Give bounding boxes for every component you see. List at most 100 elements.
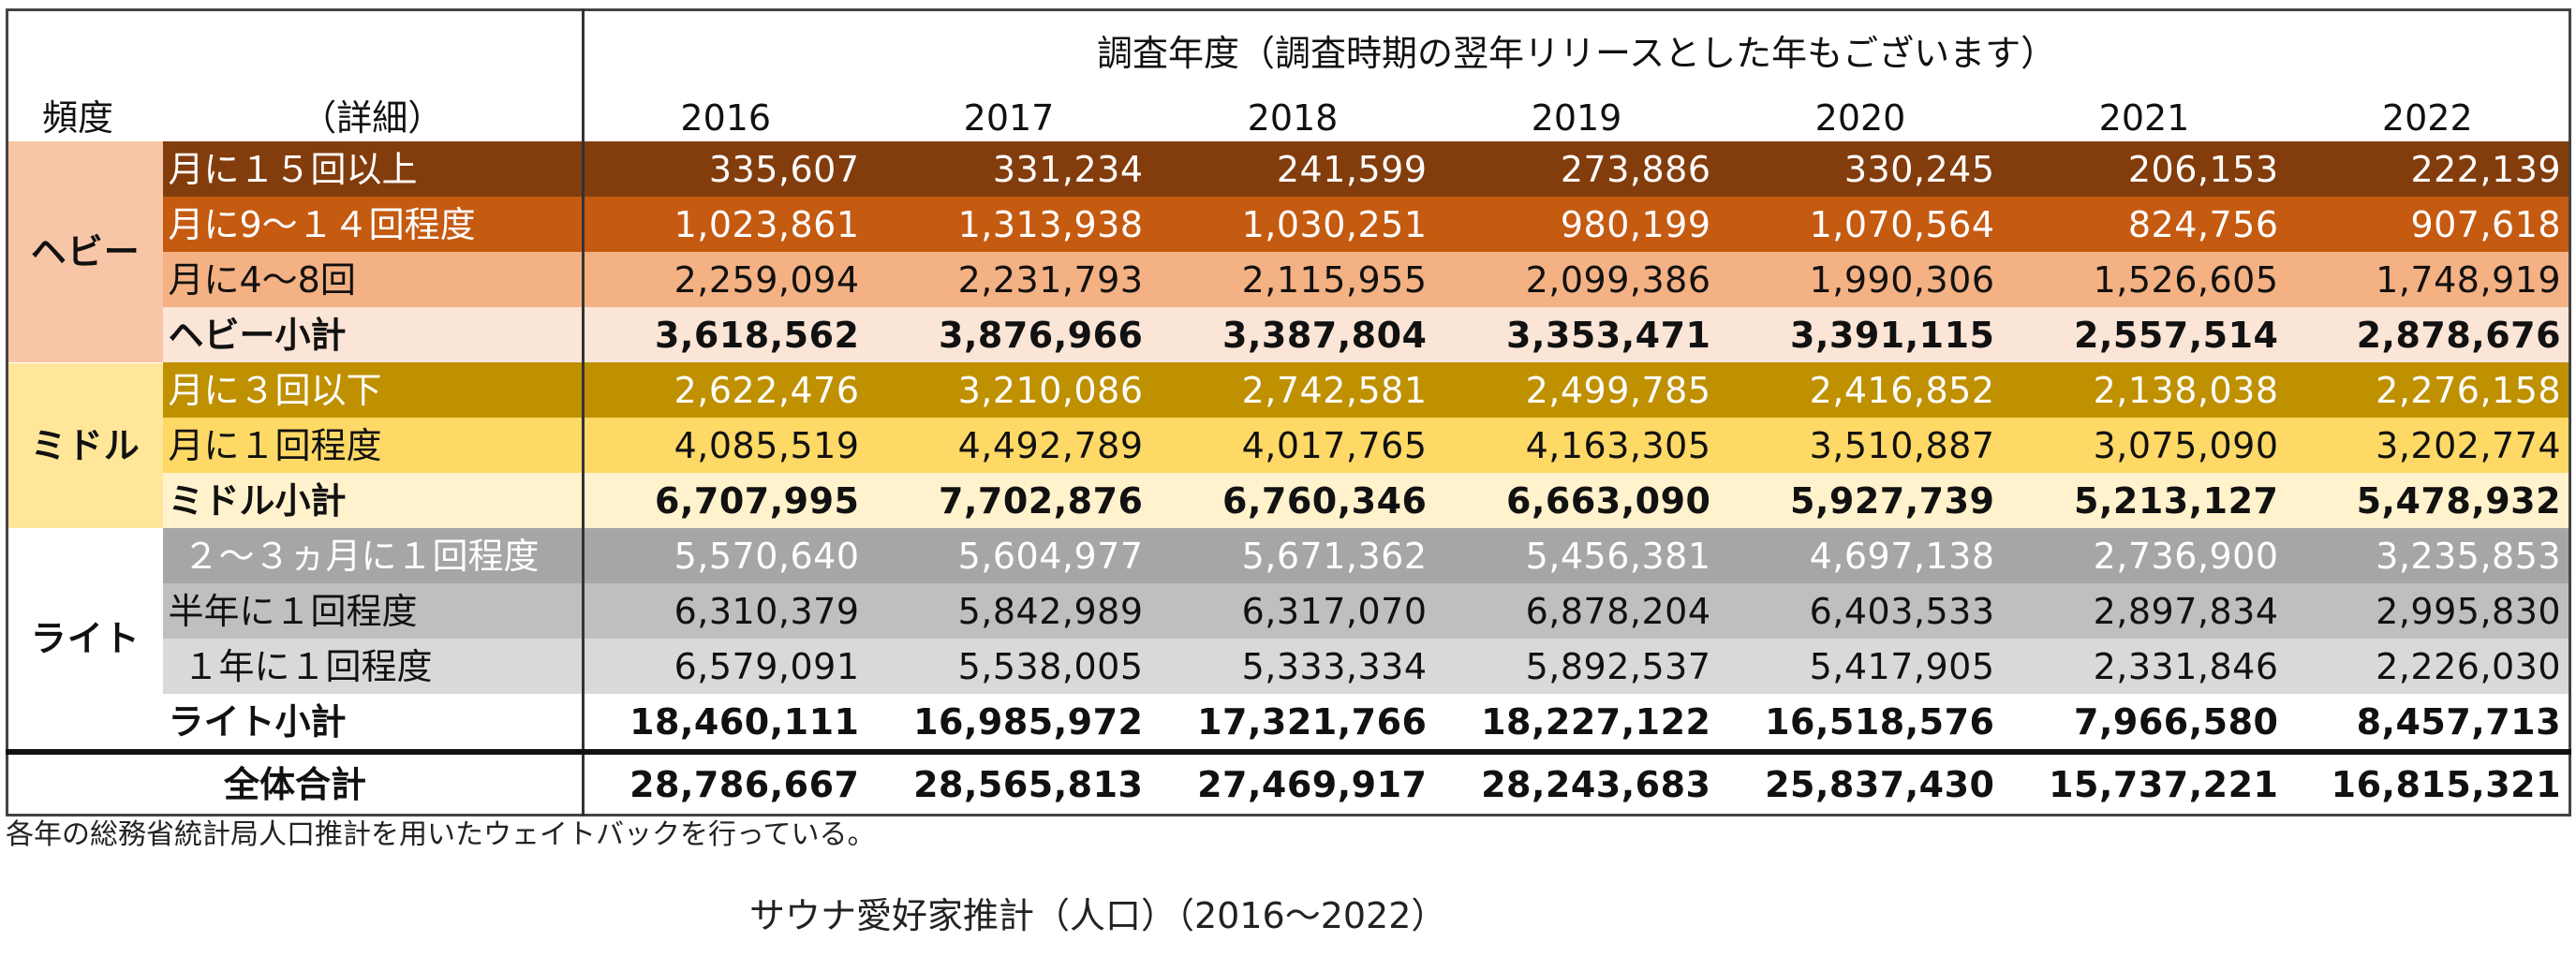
heavy-row-3: 月に4～8回 2,259,094 2,231,793 2,115,955 2,099,3… <box>7 252 2570 307</box>
value-cell-2018: 3,387,804 <box>1150 307 1435 362</box>
middle-row-2: 月に１回程度 4,085,519 4,492,789 4,017,765 4,163,3… <box>7 418 2570 473</box>
value-cell-2019: 5,892,537 <box>1434 639 1719 694</box>
value-cell-2018: 6,760,346 <box>1150 473 1435 528</box>
value-cell-2017: 5,604,977 <box>866 528 1151 583</box>
value-cell-2018: 1,030,251 <box>1150 197 1435 252</box>
value-cell-2019: 2,099,386 <box>1434 252 1719 307</box>
value-cell-2019: 3,353,471 <box>1434 307 1719 362</box>
value-cell-2018: 6,317,070 <box>1150 583 1435 639</box>
value-cell-2022: 3,235,853 <box>2286 528 2570 583</box>
value-cell-2016: 18,460,111 <box>582 694 867 752</box>
group-label-light: ライト <box>7 528 163 753</box>
value-cell-2021: 5,213,127 <box>2002 473 2287 528</box>
value-cell-2016: 2,622,476 <box>582 362 867 418</box>
value-cell-2022: 5,478,932 <box>2286 473 2570 528</box>
value-cell-2021: 2,736,900 <box>2002 528 2287 583</box>
survey-year-title: 調査年度（調査時期の翌年リリースとした年もございます） <box>581 9 2570 79</box>
year-header-2020: 2020 <box>1814 97 1906 139</box>
row-label: ライト小計 <box>162 694 584 752</box>
value-cell-2021: 3,075,090 <box>2002 418 2287 473</box>
value-cell-2022: 2,276,158 <box>2286 362 2570 418</box>
value-cell-2018: 5,333,334 <box>1150 639 1435 694</box>
value-cell-2022: 2,995,830 <box>2286 583 2570 639</box>
grand-total-value-2022: 16,815,321 <box>2286 749 2570 816</box>
value-cell-2017: 3,876,966 <box>866 307 1151 362</box>
value-cell-2016: 2,259,094 <box>582 252 867 307</box>
row-label: １年に１回程度 <box>162 639 584 694</box>
row-label: 月に１回程度 <box>162 418 584 473</box>
value-cell-2020: 5,927,739 <box>1718 473 2003 528</box>
value-cell-2017: 331,234 <box>866 141 1151 197</box>
value-cell-2016: 3,618,562 <box>582 307 867 362</box>
row-label: 月に9～１４回程度 <box>162 197 584 252</box>
middle-row-3: ミドル小計 6,707,995 7,702,876 6,760,346 6,663,09… <box>7 473 2570 528</box>
value-cell-2016: 6,310,379 <box>582 583 867 639</box>
grand-total-value-2019: 28,243,683 <box>1434 749 1719 816</box>
value-cell-2017: 16,985,972 <box>866 694 1151 752</box>
value-cell-2016: 4,085,519 <box>582 418 867 473</box>
row-label: ミドル小計 <box>162 473 584 528</box>
frequency-header: 頻度 <box>42 97 114 139</box>
sauna-estimate-table: 調査年度（調査時期の翌年リリースとした年もございます） 頻度 （詳細） 2016… <box>6 8 2572 817</box>
figure-caption: サウナ愛好家推計（人口）（2016～2022） <box>749 895 1447 936</box>
value-cell-2018: 2,742,581 <box>1150 362 1435 418</box>
value-cell-2017: 5,842,989 <box>866 583 1151 639</box>
value-cell-2022: 222,139 <box>2286 141 2570 197</box>
grand-total-value-2018: 27,469,917 <box>1150 749 1435 816</box>
grand-total-value-2016: 28,786,667 <box>582 749 867 816</box>
value-cell-2016: 1,023,861 <box>582 197 867 252</box>
value-cell-2019: 980,199 <box>1434 197 1719 252</box>
value-cell-2018: 4,017,765 <box>1150 418 1435 473</box>
data-table: 調査年度（調査時期の翌年リリースとした年もございます） 頻度 （詳細） 2016… <box>6 8 2572 817</box>
heavy-row-2: 月に9～１４回程度 1,023,861 1,313,938 1,030,251 980,… <box>7 197 2570 252</box>
value-cell-2020: 3,510,887 <box>1718 418 2003 473</box>
header-row-title: 調査年度（調査時期の翌年リリースとした年もございます） <box>7 9 2570 80</box>
row-label: 月に１５回以上 <box>162 141 584 197</box>
value-cell-2016: 6,707,995 <box>582 473 867 528</box>
year-header-2016: 2016 <box>582 79 867 141</box>
grand-total-label: 全体合計 <box>7 749 584 816</box>
year-header-2019: 2019 <box>1531 97 1622 139</box>
year-header-2022: 2022 <box>2381 97 2473 139</box>
row-label: 月に4～8回 <box>162 252 584 307</box>
header-blank-cell <box>7 10 584 80</box>
value-cell-2022: 2,878,676 <box>2286 307 2570 362</box>
value-cell-2022: 2,226,030 <box>2286 639 2570 694</box>
row-label: ２～３ヵ月に１回程度 <box>162 528 584 583</box>
row-label: ヘビー小計 <box>162 307 584 362</box>
year-header-2021: 2021 <box>2098 97 2190 139</box>
value-cell-2020: 5,417,905 <box>1718 639 2003 694</box>
value-cell-2020: 4,697,138 <box>1718 528 2003 583</box>
value-cell-2017: 7,702,876 <box>866 473 1151 528</box>
value-cell-2022: 1,748,919 <box>2286 252 2570 307</box>
year-header-2017: 2017 <box>963 97 1055 139</box>
value-cell-2018: 17,321,766 <box>1150 694 1435 752</box>
light-row-4: ライト小計 18,460,111 16,985,972 17,321,766 18,22… <box>7 694 2570 752</box>
year-header-2018: 2018 <box>1247 97 1339 139</box>
value-cell-2018: 2,115,955 <box>1150 252 1435 307</box>
grand-total-value-2017: 28,565,813 <box>866 749 1151 816</box>
value-cell-2017: 3,210,086 <box>866 362 1151 418</box>
light-row-1: ライト ２～３ヵ月に１回程度 5,570,640 5,604,977 5,671,362… <box>7 528 2570 753</box>
heavy-row-4: ヘビー小計 3,618,562 3,876,966 3,387,804 3,353,47… <box>7 307 2570 362</box>
value-cell-2021: 7,966,580 <box>2002 694 2287 752</box>
value-cell-2019: 2,499,785 <box>1434 362 1719 418</box>
value-cell-2019: 6,663,090 <box>1434 473 1719 528</box>
light-row-2: 半年に１回程度 6,310,379 5,842,989 6,317,070 6,878,… <box>7 583 2570 639</box>
grand-total-value-2020: 25,837,430 <box>1718 749 2003 816</box>
value-cell-2021: 2,897,834 <box>2002 583 2287 639</box>
grand-total-value-2021: 15,737,221 <box>2002 749 2287 816</box>
group-label-heavy: ヘビー <box>7 141 163 363</box>
value-cell-2020: 1,070,564 <box>1718 197 2003 252</box>
row-label: 月に３回以下 <box>162 362 584 418</box>
value-cell-2019: 18,227,122 <box>1434 694 1719 752</box>
header-row-years: 頻度 （詳細） 2016 2017 2018 2019 2020 2021 2022 <box>7 79 2570 141</box>
value-cell-2018: 5,671,362 <box>1150 528 1435 583</box>
value-cell-2019: 6,878,204 <box>1434 583 1719 639</box>
value-cell-2017: 1,313,938 <box>866 197 1151 252</box>
value-cell-2016: 5,570,640 <box>582 528 867 583</box>
value-cell-2020: 3,391,115 <box>1718 307 2003 362</box>
value-cell-2019: 5,456,381 <box>1434 528 1719 583</box>
value-cell-2020: 330,245 <box>1718 141 2003 197</box>
grand-total-row: 全体合計 28,786,667 28,565,813 27,469,917 28,243… <box>7 749 2570 816</box>
